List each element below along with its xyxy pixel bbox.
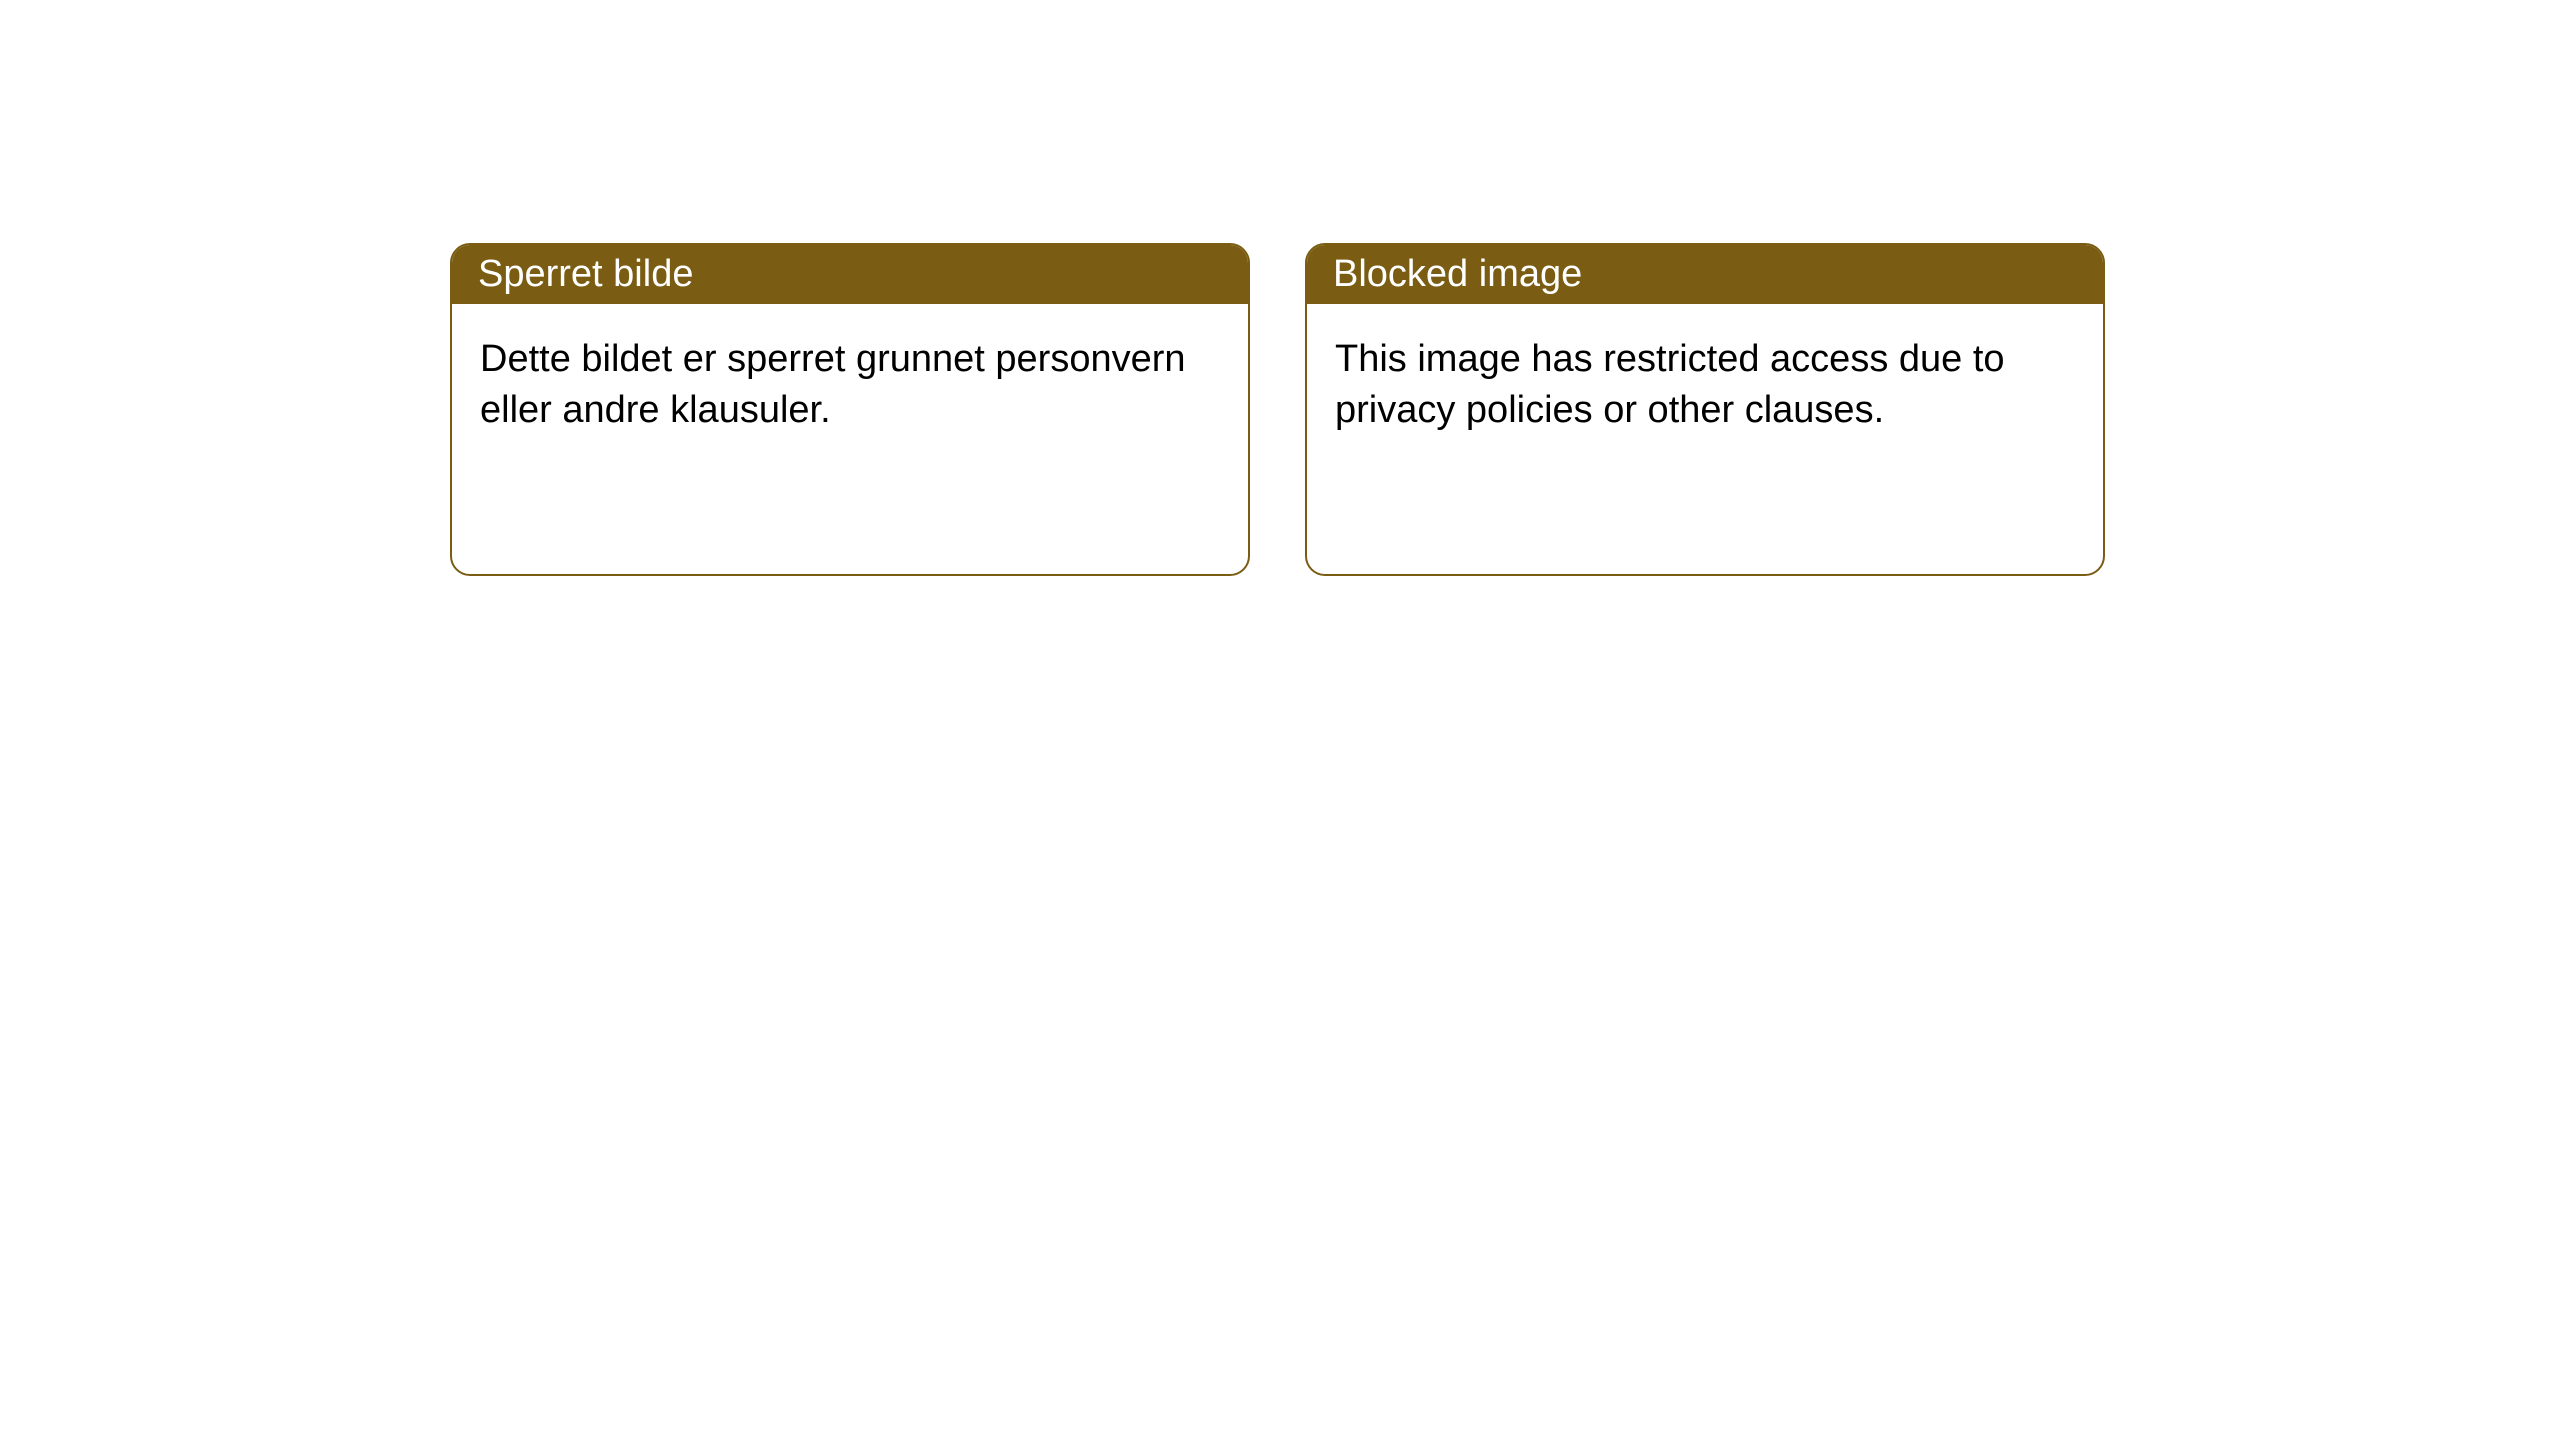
notice-text-english: This image has restricted access due to …	[1335, 338, 2005, 431]
notice-text-norwegian: Dette bildet er sperret grunnet personve…	[480, 338, 1186, 431]
notice-header-norwegian: Sperret bilde	[452, 245, 1248, 304]
notice-container: Sperret bilde Dette bildet er sperret gr…	[450, 243, 2105, 576]
notice-box-english: Blocked image This image has restricted …	[1305, 243, 2105, 576]
notice-body-english: This image has restricted access due to …	[1307, 304, 2103, 467]
notice-title-english: Blocked image	[1333, 253, 1582, 295]
notice-title-norwegian: Sperret bilde	[478, 253, 693, 295]
notice-header-english: Blocked image	[1307, 245, 2103, 304]
notice-box-norwegian: Sperret bilde Dette bildet er sperret gr…	[450, 243, 1250, 576]
notice-body-norwegian: Dette bildet er sperret grunnet personve…	[452, 304, 1248, 467]
